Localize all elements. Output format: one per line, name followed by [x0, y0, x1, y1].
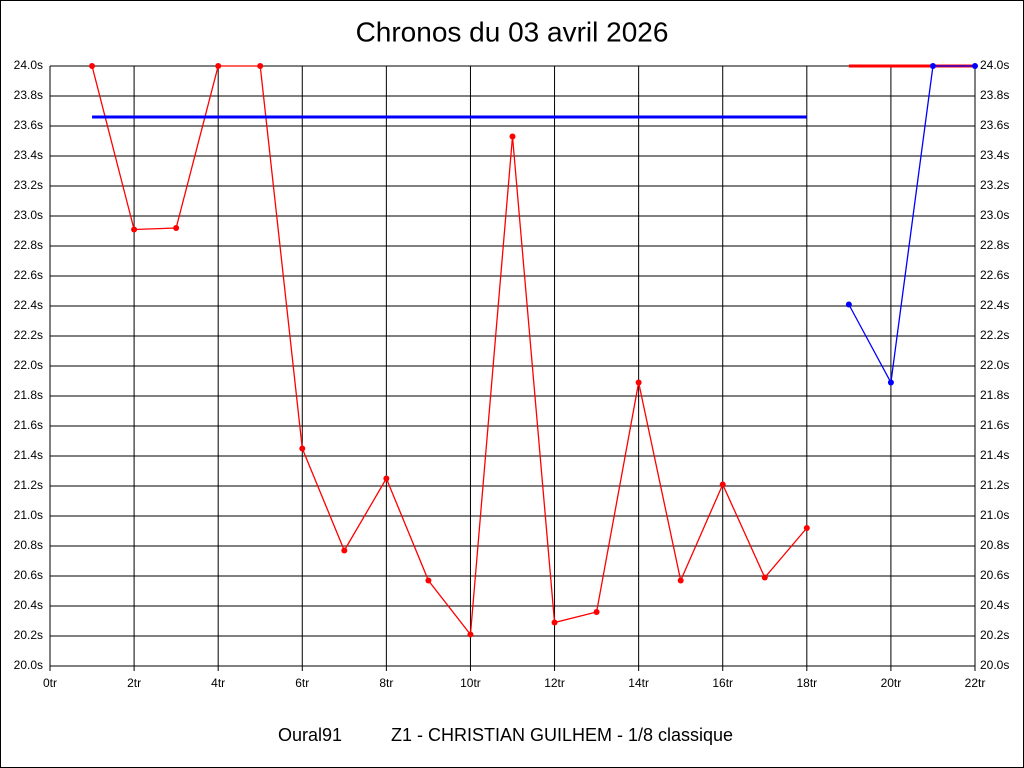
- footer-driver: Z1 - CHRISTIAN GUILHEM - 1/8 classique: [391, 725, 733, 745]
- data-point: [551, 619, 558, 626]
- series-line: [91, 65, 808, 637]
- y-tick-label-right: 21.6s: [980, 418, 1009, 432]
- y-tick-label-right: 21.0s: [980, 508, 1009, 522]
- y-tick-label-right: 23.2s: [980, 178, 1009, 192]
- y-tick-label: 20.4s: [14, 598, 43, 612]
- footer-club: Oural91: [278, 725, 342, 745]
- y-tick-label-right: 23.8s: [980, 88, 1009, 102]
- y-tick-label: 23.2s: [14, 178, 43, 192]
- y-tick-label-right: 22.4s: [980, 298, 1009, 312]
- chart-title: Chronos du 03 avril 2026: [356, 16, 669, 47]
- y-tick-label-right: 20.6s: [980, 568, 1009, 582]
- y-tick-label-right: 22.8s: [980, 238, 1009, 252]
- data-point: [929, 63, 936, 69]
- data-point: [299, 445, 306, 452]
- y-tick-label: 20.0s: [14, 658, 43, 672]
- x-tick-label: 14tr: [628, 676, 649, 690]
- data-point: [215, 63, 222, 69]
- data-point: [845, 301, 852, 308]
- y-tick-label: 24.0s: [14, 58, 43, 72]
- y-tick-label: 20.6s: [14, 568, 43, 582]
- data-point: [677, 577, 684, 584]
- y-tick-label: 20.8s: [14, 538, 43, 552]
- x-tick-label: 0tr: [43, 676, 57, 690]
- x-tick-label: 2tr: [127, 676, 141, 690]
- x-tick-label: 22tr: [965, 676, 986, 690]
- y-tick-label-right: 22.0s: [980, 358, 1009, 372]
- data-point: [761, 574, 768, 581]
- y-tick-label-right: 21.8s: [980, 388, 1009, 402]
- data-point: [467, 631, 474, 638]
- data-point: [383, 475, 390, 482]
- y-tick-label-right: 24.0s: [980, 58, 1009, 72]
- y-tick-label: 23.4s: [14, 148, 43, 162]
- y-tick-label: 22.8s: [14, 238, 43, 252]
- y-tick-label-right: 22.2s: [980, 328, 1009, 342]
- data-point: [257, 63, 264, 69]
- data-point: [972, 63, 978, 69]
- y-tick-label: 20.2s: [14, 628, 43, 642]
- data-point: [887, 379, 894, 386]
- x-tick-label: 10tr: [460, 676, 481, 690]
- data-point: [593, 609, 600, 615]
- data-point: [89, 63, 96, 69]
- y-tick-label: 23.0s: [14, 208, 43, 222]
- x-tick-label: 18tr: [796, 676, 817, 690]
- y-tick-label: 21.8s: [14, 388, 43, 402]
- y-tick-label-right: 20.2s: [980, 628, 1009, 642]
- y-tick-label: 21.6s: [14, 418, 43, 432]
- series-line: [848, 65, 975, 385]
- x-tick-label: 12tr: [544, 676, 565, 690]
- y-tick-label-right: 23.6s: [980, 118, 1009, 132]
- y-tick-label: 22.0s: [14, 358, 43, 372]
- data-point: [131, 226, 138, 233]
- data-point: [173, 225, 180, 231]
- y-tick-label: 23.8s: [14, 88, 43, 102]
- y-tick-label-right: 22.6s: [980, 268, 1009, 282]
- data-point: [719, 481, 726, 488]
- y-tick-label: 21.0s: [14, 508, 43, 522]
- x-tick-label: 16tr: [712, 676, 733, 690]
- data-point: [341, 547, 348, 554]
- y-tick-label-right: 23.0s: [980, 208, 1009, 222]
- y-tick-label-right: 23.4s: [980, 148, 1009, 162]
- y-tick-label: 21.4s: [14, 448, 43, 462]
- y-tick-label: 22.6s: [14, 268, 43, 282]
- data-point: [635, 379, 642, 386]
- y-tick-label-right: 20.0s: [980, 658, 1009, 672]
- y-tick-label: 21.2s: [14, 478, 43, 492]
- y-tick-label-right: 20.8s: [980, 538, 1009, 552]
- y-tick-label-right: 21.4s: [980, 448, 1009, 462]
- y-tick-label: 22.2s: [14, 328, 43, 342]
- data-point: [803, 525, 810, 531]
- data-point: [509, 133, 516, 140]
- y-tick-label: 23.6s: [14, 118, 43, 132]
- x-tick-label: 8tr: [379, 676, 393, 690]
- x-tick-label: 4tr: [211, 676, 225, 690]
- y-tick-label-right: 21.2s: [980, 478, 1009, 492]
- y-tick-label: 22.4s: [14, 298, 43, 312]
- x-tick-label: 20tr: [881, 676, 902, 690]
- x-tick-label: 6tr: [295, 676, 309, 690]
- y-tick-label-right: 20.4s: [980, 598, 1009, 612]
- data-point: [425, 577, 432, 584]
